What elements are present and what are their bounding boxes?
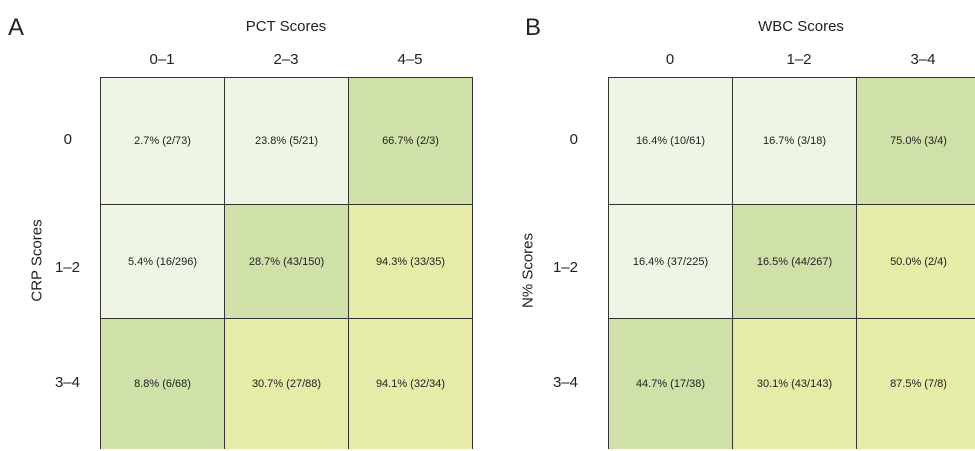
- heatmap-grid-a: 2.7% (2/73) 23.8% (5/21) 66.7% (2/3) 5.4% (…: [100, 77, 473, 451]
- heatmap-cell: 87.5% (7/8): [856, 318, 975, 449]
- heatmap-cell: 16.5% (44/267): [732, 204, 857, 319]
- heatmap-cell: 16.7% (3/18): [732, 77, 857, 205]
- panel-a-title: PCT Scores: [224, 18, 348, 35]
- heatmap-cell: 94.1% (32/34): [348, 318, 473, 449]
- heatmap-panel-b: B WBC Scores 0 1–2 3–4 N% Scores 0 1–2 3…: [490, 0, 975, 451]
- row-label: 1–2: [538, 259, 578, 276]
- col-label: 1–2: [737, 51, 861, 68]
- heatmap-cell: 28.7% (43/150): [224, 204, 349, 319]
- heatmap-cell: 50.0% (2/4): [856, 204, 975, 319]
- heatmap-cell: 2.7% (2/73): [100, 77, 225, 205]
- col-label: 0: [608, 51, 732, 68]
- heatmap-cell: 16.4% (37/225): [608, 204, 733, 319]
- heatmap-cell: 66.7% (2/3): [348, 77, 473, 205]
- col-label: 3–4: [861, 51, 975, 68]
- row-label: 0: [32, 131, 72, 148]
- panel-letter-a: A: [8, 14, 24, 42]
- heatmap-cell: 16.4% (10/61): [608, 77, 733, 205]
- panel-b-title: WBC Scores: [737, 18, 865, 35]
- heatmap-cell: 23.8% (5/21): [224, 77, 349, 205]
- panel-letter-b: B: [525, 14, 541, 42]
- col-label: 2–3: [224, 51, 348, 68]
- heatmap-cell: 5.4% (16/296): [100, 204, 225, 319]
- heatmap-cell: 8.8% (6/68): [100, 318, 225, 449]
- row-label: 3–4: [538, 374, 578, 391]
- col-label: 4–5: [348, 51, 472, 68]
- heatmap-panel-a: A PCT Scores 0–1 2–3 4–5 CRP Scores 0 1–…: [0, 0, 490, 451]
- heatmap-cell: 44.7% (17/38): [608, 318, 733, 449]
- col-label: 0–1: [100, 51, 224, 68]
- heatmap-cell: 94.3% (33/35): [348, 204, 473, 319]
- heatmap-cell: 30.1% (43/143): [732, 318, 857, 449]
- row-label: 3–4: [40, 374, 80, 391]
- panel-b-y-title: N% Scores: [520, 226, 537, 316]
- heatmap-cell: 75.0% (3/4): [856, 77, 975, 205]
- row-label: 1–2: [40, 259, 80, 276]
- heatmap-cell: 30.7% (27/88): [224, 318, 349, 449]
- row-label: 0: [538, 131, 578, 148]
- heatmap-grid-b: 16.4% (10/61) 16.7% (3/18) 75.0% (3/4) 16.4…: [608, 77, 975, 451]
